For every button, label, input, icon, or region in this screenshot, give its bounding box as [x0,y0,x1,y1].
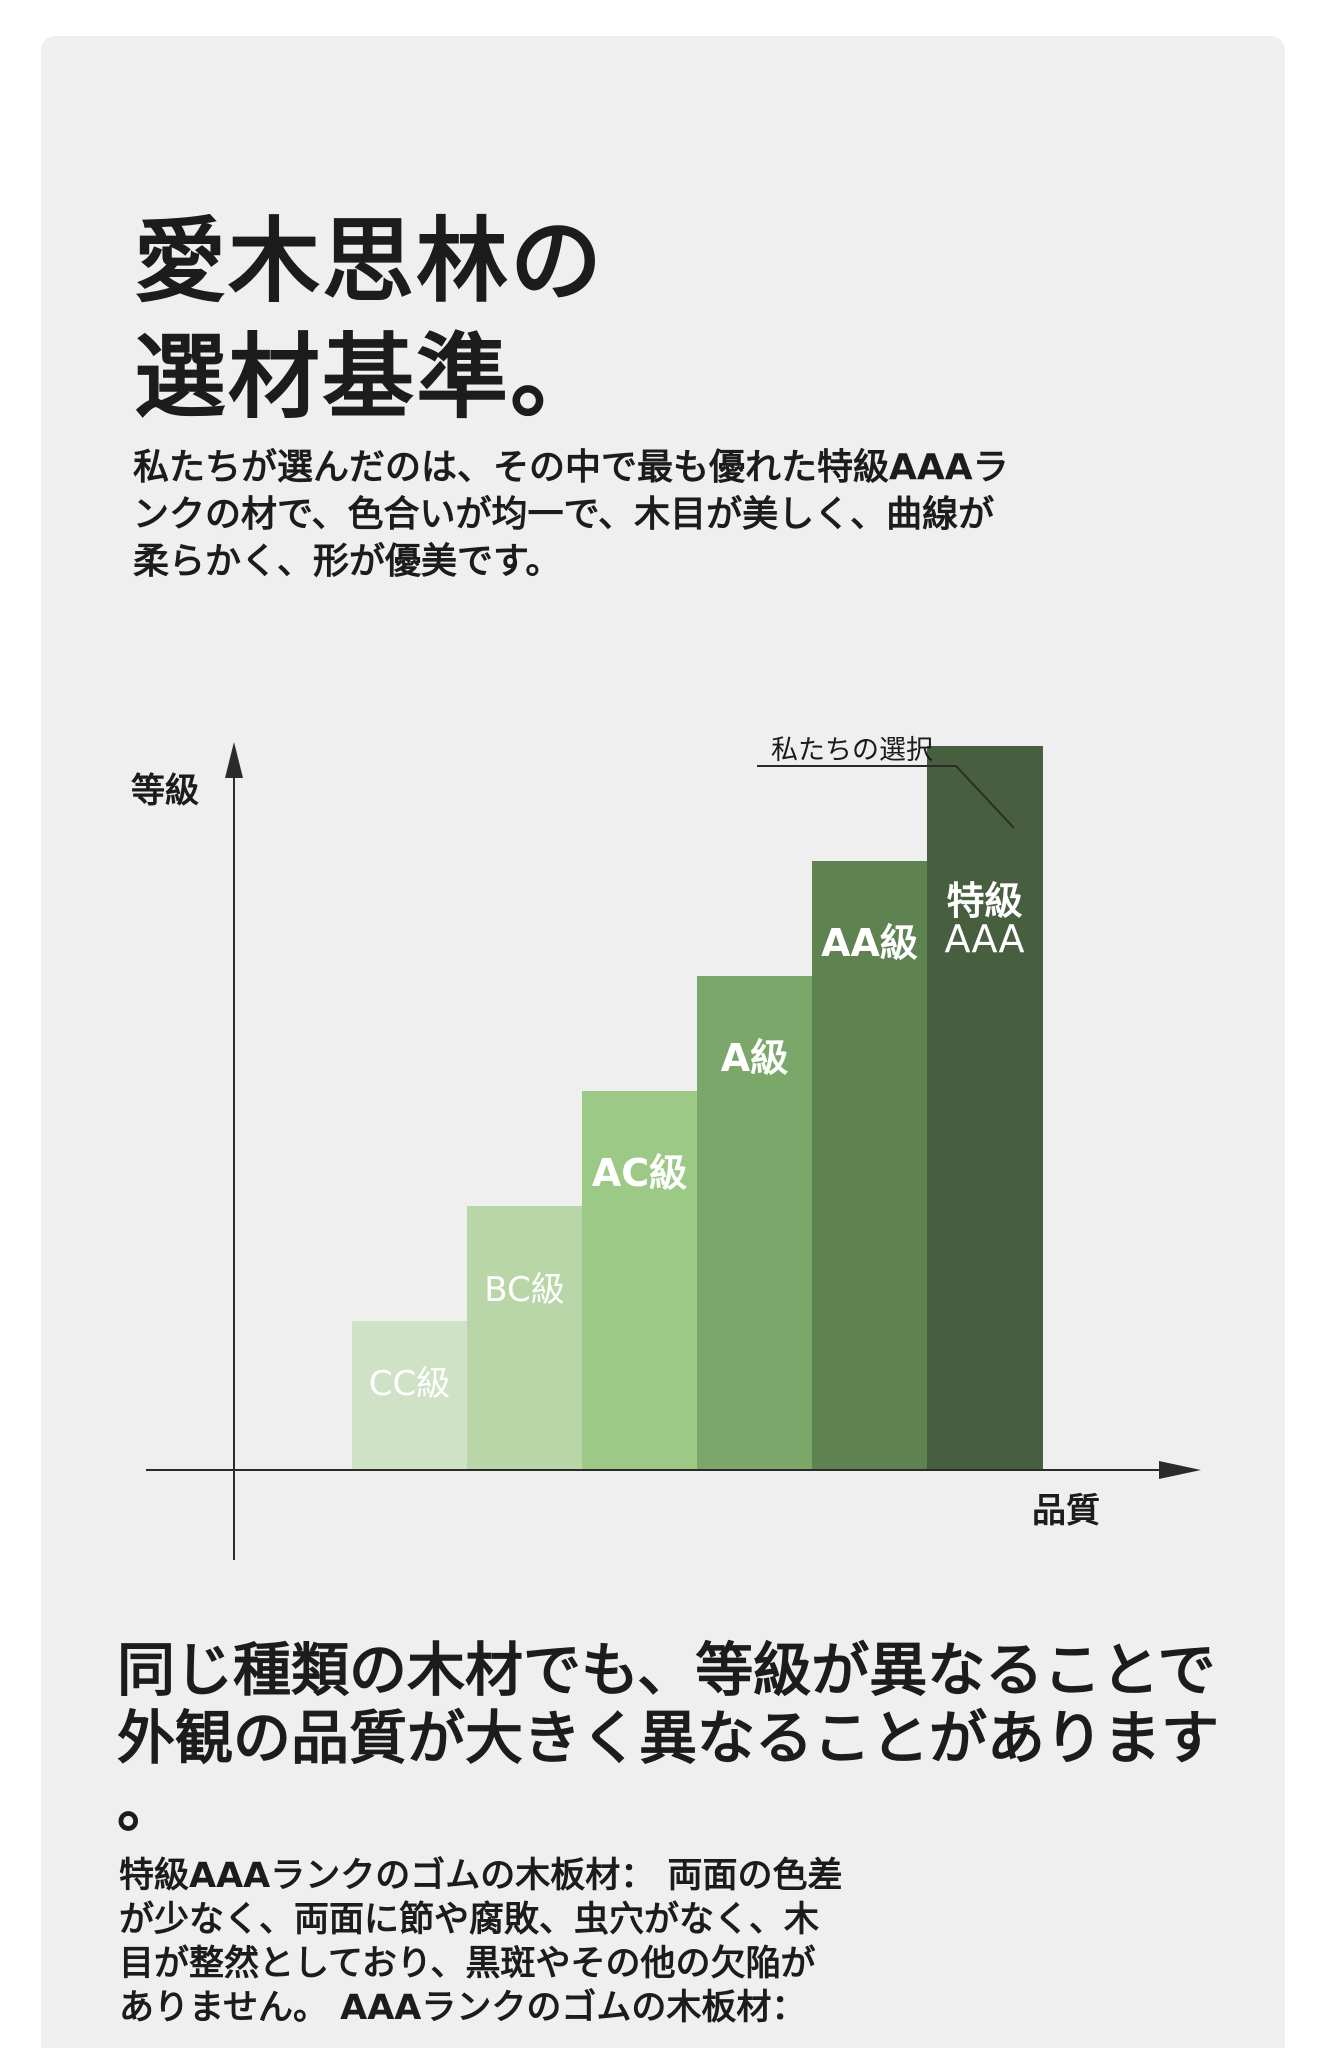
bar-6 [927,746,1043,1469]
intro-line-3: 柔らかく、形が優美です。 [133,541,562,582]
bar-3 [582,1091,698,1469]
x-axis-arrow-icon [1159,1461,1201,1479]
intro-line-1: 私たちが選んだのは、その中で最も優れた特級AAAラ [133,447,1009,488]
grade-detail-line-3: 目が整然としており、黒斑やその他の欠陥が [119,1944,816,1984]
bar-5 [812,861,928,1469]
bar-label-6: 特級 [946,879,1022,923]
bar-4 [697,976,813,1469]
quality-note-line-1: 同じ種類の木材でも、等級が異なることで [117,1636,1216,1704]
quality-note-line-2: 外観の品質が大きく異なることがあります [117,1704,1220,1772]
bar-label-3: AC級 [592,1151,687,1195]
grade-detail-line-4: ありません。 AAAランクのゴムの木板材： [119,1988,807,2028]
page-title-line-2: 選材基準。 [134,324,605,431]
quality-note: 同じ種類の木材でも、等級が異なることで 外観の品質が大きく異なることがあります … [117,1636,1285,1840]
bar-label-5: AA級 [821,921,918,965]
selection-annotation: 私たちの選択 [771,735,933,766]
bar-label-4: A級 [721,1036,788,1080]
quality-note-line-3: 。 [117,1772,176,1840]
bar-label-6-line-2: AAA [944,917,1024,961]
intro-line-2: ンクの材で、色合いが均一で、木目が美しく、曲線が [133,494,995,535]
bar-label-1: CC級 [369,1364,450,1404]
bar-label-2: BC級 [484,1270,564,1310]
selection-annotation-leader [757,765,1015,829]
bar-2 [467,1206,583,1469]
content-card: 愛木思林の 選材基準。 私たちが選んだのは、その中で最も優れた特級AAAラ ンク… [41,36,1285,2048]
x-axis-label: 品質 [1032,1491,1100,1531]
page-title: 愛木思林の 選材基準。 [134,204,604,436]
intro-text: 私たちが選んだのは、その中で最も優れた特級AAAラ ンクの材で、色合いが均一で、… [133,444,1133,585]
page-title-line-1: 愛木思林の [134,208,605,315]
y-axis-arrow-icon [225,742,243,778]
grade-detail-line-2: が少なく、両面に節や腐敗、虫穴がなく、木 [119,1900,820,1940]
y-axis-label: 等級 [131,771,199,811]
chart-bars [352,746,1043,1469]
grade-detail-text: 特級AAAランクのゴムの木板材： 両面の色差 が少なく、両面に節や腐敗、虫穴がな… [119,1854,1019,2030]
bar-1 [352,1321,468,1469]
grade-detail-line-1: 特級AAAランクのゴムの木板材： 両面の色差 [119,1856,843,1896]
